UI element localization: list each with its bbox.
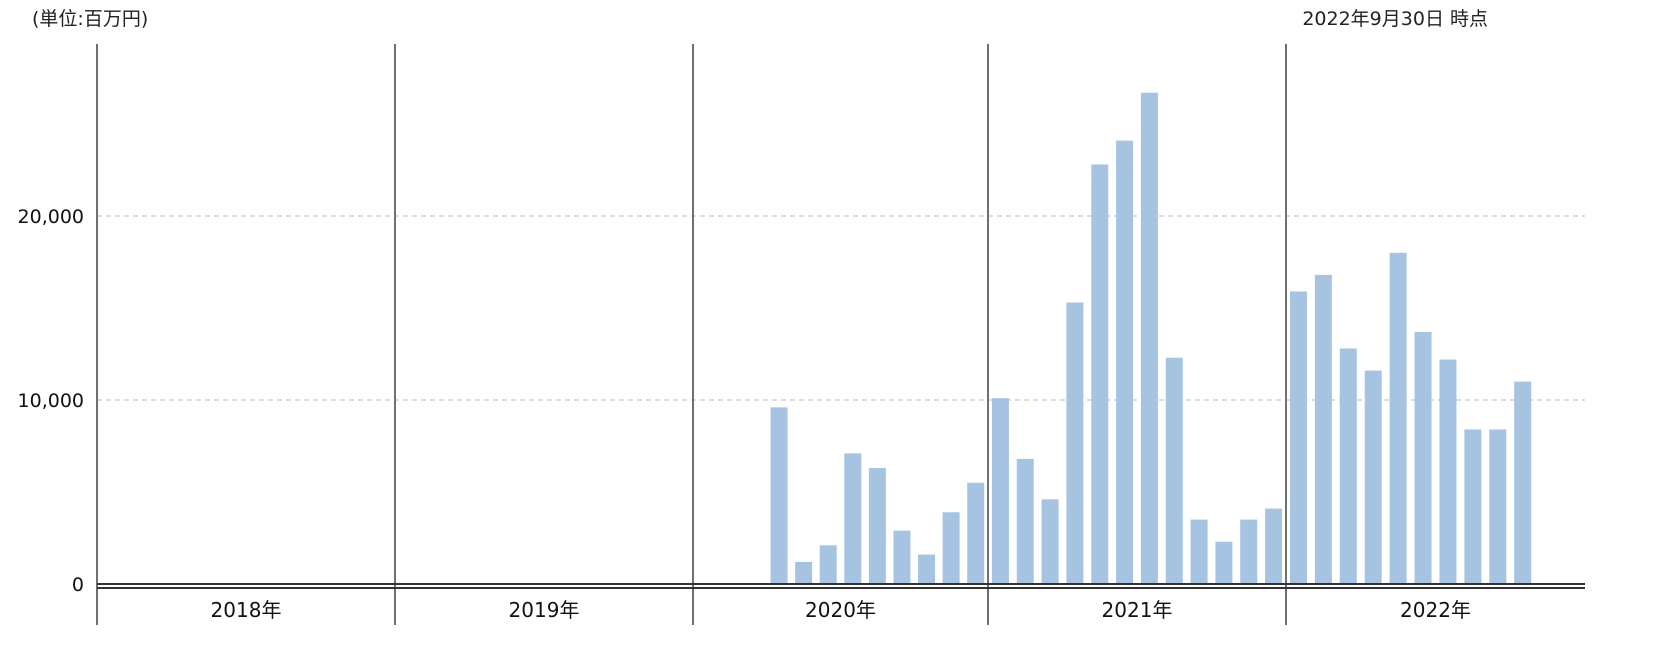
as-of-date-label: 2022年9月30日 時点 bbox=[1302, 8, 1488, 30]
bar-2022年-5 bbox=[1389, 252, 1407, 585]
y-tick-label: 0 bbox=[72, 574, 84, 596]
bar-2021年-3 bbox=[1041, 499, 1059, 584]
bar-2020年-4 bbox=[770, 407, 788, 584]
bar-2022年-7 bbox=[1439, 359, 1457, 584]
bar-2021年-6 bbox=[1116, 140, 1134, 584]
bar-2020年-7 bbox=[844, 453, 862, 584]
bar-2020年-5 bbox=[795, 561, 813, 584]
bar-2022年-9 bbox=[1489, 429, 1507, 584]
bar-2021年-4 bbox=[1066, 302, 1084, 584]
bar-2021年-2 bbox=[1016, 458, 1034, 584]
x-tick-label-year: 2021年 bbox=[1102, 598, 1173, 622]
bar-2021年-12 bbox=[1265, 508, 1283, 584]
bar-2022年-8 bbox=[1464, 429, 1482, 584]
bar-2022年-4 bbox=[1364, 370, 1382, 584]
bar-2020年-6 bbox=[819, 545, 837, 584]
bar-2021年-11 bbox=[1240, 519, 1258, 584]
bar-2022年-10 bbox=[1514, 381, 1532, 584]
unit-label: (単位:百万円) bbox=[32, 8, 149, 30]
x-tick-label-year: 2020年 bbox=[805, 598, 876, 622]
bar-2020年-9 bbox=[893, 530, 911, 584]
bar-2020年-11 bbox=[942, 512, 960, 584]
bar-2022年-3 bbox=[1339, 348, 1357, 584]
bar-2021年-9 bbox=[1190, 519, 1208, 584]
bar-2021年-5 bbox=[1091, 164, 1109, 585]
x-tick-label-year: 2018年 bbox=[211, 598, 282, 622]
x-tick-label-year: 2019年 bbox=[509, 598, 580, 622]
bar-2021年-1 bbox=[991, 398, 1009, 584]
bar-2022年-2 bbox=[1314, 274, 1332, 584]
x-tick-label-year: 2022年 bbox=[1400, 598, 1471, 622]
y-tick-label: 20,000 bbox=[18, 206, 84, 228]
y-tick-label: 10,000 bbox=[18, 390, 84, 412]
bar-2021年-7 bbox=[1140, 92, 1158, 584]
bar-2022年-6 bbox=[1414, 331, 1432, 584]
bar-2021年-8 bbox=[1165, 357, 1183, 584]
bar-2020年-10 bbox=[918, 554, 936, 584]
bar-2020年-8 bbox=[868, 468, 886, 584]
bar-2021年-10 bbox=[1215, 541, 1233, 584]
bar-2022年-1 bbox=[1289, 291, 1307, 584]
bar-2020年-12 bbox=[967, 482, 985, 584]
